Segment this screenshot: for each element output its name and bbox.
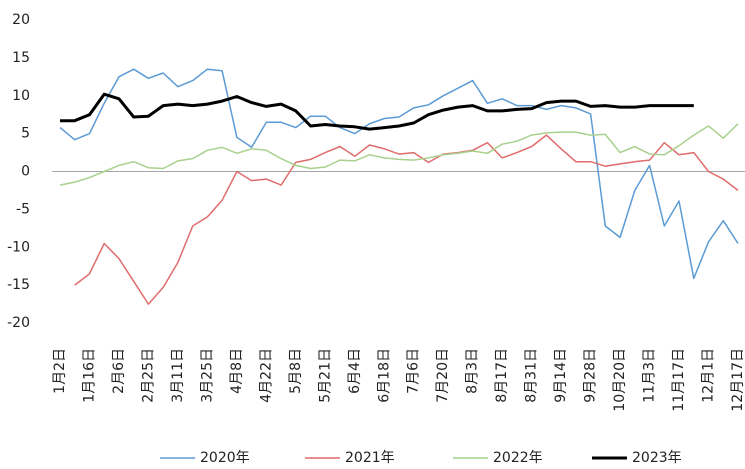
y-tick-label: -20	[7, 315, 30, 331]
x-tick-label: 12月1日	[701, 348, 717, 403]
x-tick-label: 3月11日	[170, 348, 186, 403]
x-tick-label: 7月20日	[435, 348, 451, 403]
x-tick-label: 9月28日	[583, 348, 599, 403]
series-line	[59, 68, 739, 280]
x-tick-label: 8月3日	[465, 348, 481, 394]
x-tick-label: 1月16日	[81, 348, 97, 403]
x-tick-label: 7月6日	[406, 348, 422, 394]
series-line	[74, 134, 739, 305]
x-tick-label: 5月21日	[317, 348, 333, 403]
legend-label: 2023年	[632, 450, 682, 466]
x-tick-label: 8月31日	[524, 348, 540, 403]
y-tick-label: 20	[12, 12, 30, 28]
x-tick-label: 6月18日	[376, 348, 392, 403]
y-tick-label: 5	[21, 126, 30, 142]
x-tick-label: 2月25日	[140, 348, 156, 403]
y-tick-label: -5	[16, 201, 30, 217]
legend-label: 2021年	[345, 450, 395, 466]
x-tick-label: 2月6日	[111, 348, 127, 394]
legend-label: 2020年	[200, 450, 250, 466]
x-tick-label: 11月3日	[642, 348, 658, 403]
y-tick-label: -10	[7, 239, 30, 255]
x-tick-label: 8月17日	[494, 348, 510, 403]
x-tick-label: 12月17日	[730, 348, 745, 412]
x-tick-label: 9月14日	[553, 348, 569, 403]
x-tick-label: 11月17日	[671, 348, 687, 412]
series-line	[59, 123, 739, 186]
x-tick-label: 10月20日	[612, 348, 628, 412]
series-line	[60, 92, 694, 131]
x-tick-label: 4月22日	[258, 348, 274, 403]
x-tick-label: 1月2日	[52, 348, 68, 394]
x-tick-label: 4月8日	[229, 348, 245, 394]
y-tick-label: -15	[7, 277, 30, 293]
y-tick-label: 10	[12, 88, 30, 104]
x-tick-label: 6月4日	[347, 348, 363, 394]
legend-label: 2022年	[493, 450, 543, 466]
y-tick-label: 15	[12, 50, 30, 66]
x-tick-label: 3月25日	[199, 348, 215, 403]
y-tick-label: 0	[21, 164, 30, 180]
x-tick-label: 5月8日	[288, 348, 304, 394]
